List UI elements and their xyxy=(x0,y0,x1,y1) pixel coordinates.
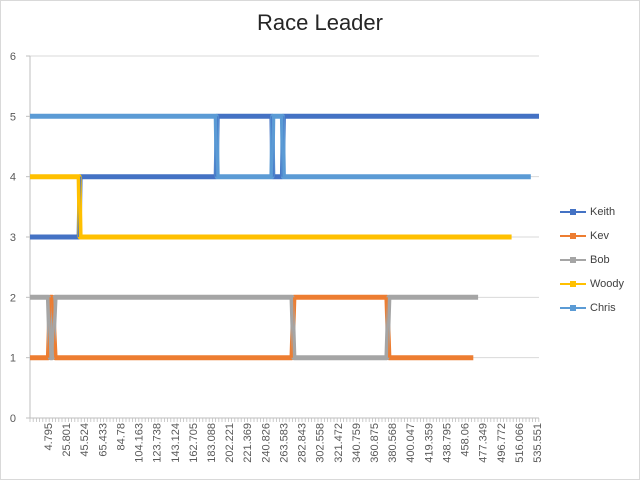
y-tick-label: 5 xyxy=(10,111,16,123)
series-line-woody xyxy=(30,174,512,240)
legend-swatch xyxy=(560,207,586,217)
x-tick-label: 104.163 xyxy=(134,423,146,463)
x-tick-label: 438.795 xyxy=(441,423,453,463)
x-tick-label: 477.349 xyxy=(478,423,490,463)
legend-label: Kev xyxy=(590,230,609,242)
x-tick-label: 123.738 xyxy=(152,423,164,463)
legend-item-woody: Woody xyxy=(560,272,636,296)
legend-swatch xyxy=(560,303,586,313)
series-transition-bob xyxy=(291,297,295,358)
y-tick-label: 0 xyxy=(10,413,16,425)
x-tick-label: 458.06 xyxy=(460,423,472,457)
x-tick-label: 221.369 xyxy=(242,423,254,463)
legend-label: Woody xyxy=(590,278,625,290)
x-tick-label: 183.088 xyxy=(206,423,218,463)
legend-swatch xyxy=(560,231,586,241)
legend-label: Bob xyxy=(590,254,610,266)
x-tick-label: 535.551 xyxy=(532,423,544,463)
x-tick-label: 400.047 xyxy=(405,423,417,463)
x-tick-label: 380.568 xyxy=(387,423,399,463)
x-tick-label: 302.558 xyxy=(315,423,327,463)
y-tick-label: 1 xyxy=(10,353,16,365)
x-tick-label: 162.705 xyxy=(188,423,200,463)
legend-item-chris: Chris xyxy=(560,296,636,320)
x-tick-label: 45.524 xyxy=(79,423,91,457)
legend-item-kev: Kev xyxy=(560,224,636,248)
series-line-bob xyxy=(30,294,479,361)
legend-label: Keith xyxy=(590,206,616,218)
y-tick-label: 2 xyxy=(10,292,16,304)
y-tick-label: 4 xyxy=(10,172,16,184)
y-tick-label: 6 xyxy=(10,51,16,63)
series-transition-bob xyxy=(47,297,52,358)
x-tick-label: 419.359 xyxy=(423,423,435,463)
legend-swatch xyxy=(560,279,586,289)
x-tick-label: 240.826 xyxy=(260,423,272,463)
series-transition-chris xyxy=(270,116,274,177)
chart-title: Race Leader xyxy=(257,10,383,35)
y-tick-label: 3 xyxy=(10,232,16,244)
legend-item-keith: Keith xyxy=(560,200,636,224)
x-tick-label: 202.221 xyxy=(224,423,236,463)
x-tick-label: 4.795 xyxy=(43,423,55,451)
x-tick-label: 496.772 xyxy=(496,423,508,463)
x-tick-label: 360.875 xyxy=(369,423,381,463)
x-tick-label: 321.472 xyxy=(333,423,345,463)
series-transition-chris xyxy=(215,116,219,177)
series-transition-woody xyxy=(78,176,82,238)
legend-label: Chris xyxy=(590,302,616,314)
x-tick-label: 340.759 xyxy=(351,423,363,463)
series-transition-chris xyxy=(281,116,285,177)
x-tick-label: 282.843 xyxy=(297,423,309,463)
series-line-kev xyxy=(30,294,474,361)
legend-item-bob: Bob xyxy=(560,248,636,272)
series-transition-bob xyxy=(385,297,390,358)
series-transition-bob xyxy=(51,297,57,358)
x-tick-label: 143.124 xyxy=(170,423,182,463)
x-tick-label: 25.801 xyxy=(61,423,73,457)
x-tick-label: 84.78 xyxy=(115,423,127,451)
x-tick-label: 516.066 xyxy=(514,423,526,463)
x-tick-label: 65.433 xyxy=(97,423,109,457)
legend: Keith Kev Bob Woody Chris xyxy=(560,200,636,320)
x-tick-label: 263.583 xyxy=(278,423,290,463)
legend-swatch xyxy=(560,255,586,265)
